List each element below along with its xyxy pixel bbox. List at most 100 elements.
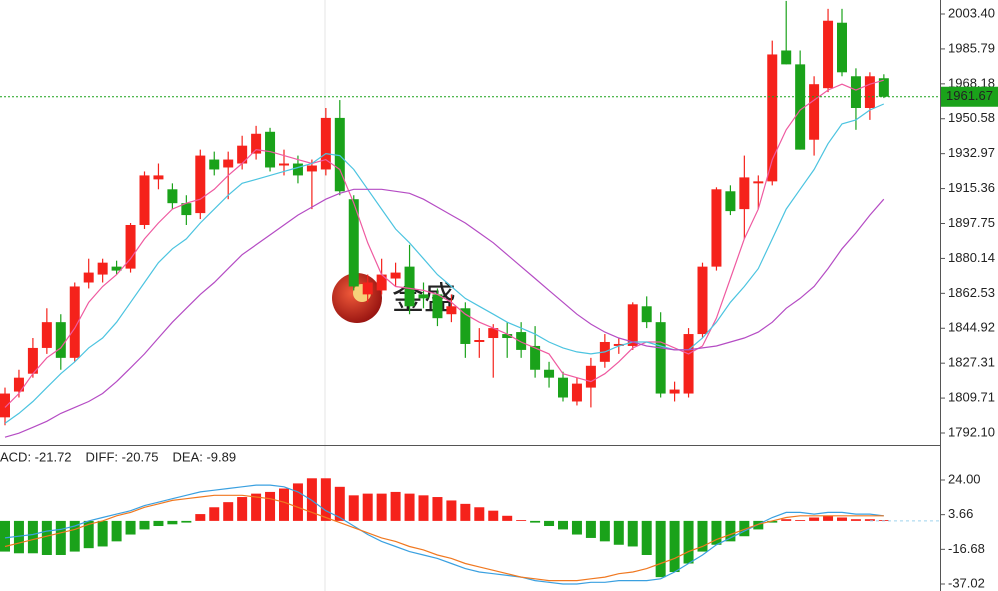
macd-bar bbox=[753, 520, 764, 530]
candle-body bbox=[446, 306, 457, 315]
y-tick-label: 24.00 bbox=[948, 471, 981, 486]
macd-bar bbox=[627, 520, 638, 547]
y-tick-label: 1932.97 bbox=[948, 145, 995, 160]
macd-bar bbox=[111, 520, 122, 542]
macd-bar bbox=[265, 491, 276, 521]
legend-label: ACD: -21.72 bbox=[0, 449, 72, 464]
candle-body bbox=[823, 20, 834, 89]
candle-body bbox=[753, 181, 764, 184]
y-tick-label: 1985.79 bbox=[948, 40, 995, 55]
candle-body bbox=[585, 365, 596, 388]
macd-bar bbox=[795, 520, 806, 521]
legend-label: DIFF: -20.75 bbox=[86, 449, 159, 464]
macd-bar bbox=[432, 497, 443, 521]
y-tick-label: -16.68 bbox=[948, 541, 985, 556]
macd-bar bbox=[334, 486, 345, 521]
candle-body bbox=[334, 117, 345, 192]
macd-bar bbox=[69, 520, 80, 552]
candle-body bbox=[864, 76, 875, 108]
candle-body bbox=[460, 308, 471, 344]
candle-body bbox=[474, 340, 485, 342]
candle-body bbox=[265, 131, 276, 168]
candle-body bbox=[292, 163, 303, 176]
candle-body bbox=[209, 159, 220, 170]
macd-bar bbox=[376, 493, 387, 521]
candle-body bbox=[195, 155, 206, 214]
candle-body bbox=[627, 304, 638, 346]
macd-bar bbox=[306, 478, 317, 521]
candle-body bbox=[878, 78, 889, 97]
macd-bar bbox=[739, 520, 750, 537]
macd-bar bbox=[502, 515, 513, 521]
candle-body bbox=[571, 383, 582, 402]
y-tick-label: 1827.31 bbox=[948, 355, 995, 370]
y-tick-label: 1897.75 bbox=[948, 215, 995, 230]
line bbox=[4, 103, 885, 424]
macd-bar bbox=[0, 520, 10, 552]
candle-body bbox=[488, 328, 499, 339]
macd-bar bbox=[781, 519, 792, 521]
macd-bar bbox=[181, 520, 192, 523]
macd-bar bbox=[669, 520, 680, 573]
macd-bar bbox=[167, 520, 178, 525]
candle-body bbox=[362, 282, 373, 295]
candle-body bbox=[711, 189, 722, 267]
candle-body bbox=[97, 262, 108, 275]
macd-bar bbox=[97, 520, 108, 547]
candle-body bbox=[167, 189, 178, 204]
candle-body bbox=[13, 377, 24, 392]
last-price-label: 1961.67 bbox=[946, 88, 993, 103]
macd-bar bbox=[446, 500, 457, 521]
line bbox=[4, 484, 884, 585]
macd-bar bbox=[711, 520, 722, 545]
macd-bar bbox=[460, 503, 471, 521]
y-tick-label: -37.02 bbox=[948, 575, 985, 590]
line bbox=[4, 494, 884, 582]
candle-body bbox=[669, 389, 680, 394]
macd-bar bbox=[474, 507, 485, 521]
y-tick-label: 1862.53 bbox=[948, 285, 995, 300]
macd-bar bbox=[237, 497, 248, 521]
candle-body bbox=[348, 199, 359, 287]
y-tick-label: 1809.71 bbox=[948, 390, 995, 405]
macd-bar bbox=[404, 493, 415, 521]
candle-body bbox=[530, 345, 541, 370]
candle-body bbox=[181, 203, 192, 216]
candle-body bbox=[27, 347, 38, 374]
candle-body bbox=[69, 286, 80, 358]
line bbox=[4, 188, 885, 438]
candle-body bbox=[279, 163, 289, 166]
candle-body bbox=[125, 224, 136, 269]
macd-bar bbox=[641, 520, 652, 555]
y-tick-label: 1792.10 bbox=[948, 424, 995, 439]
y-tick-label: 1915.36 bbox=[948, 180, 995, 195]
macd-bar bbox=[390, 491, 401, 521]
macd-bar bbox=[613, 520, 624, 545]
macd-bar bbox=[558, 520, 568, 530]
candle-body bbox=[153, 175, 164, 180]
candle-body bbox=[320, 117, 331, 170]
macd-bar bbox=[683, 520, 694, 564]
macd-bar bbox=[195, 514, 206, 521]
y-tick-label: 3.66 bbox=[948, 506, 973, 521]
macd-bar bbox=[823, 515, 834, 521]
candle-body bbox=[558, 377, 568, 398]
candle-body bbox=[655, 322, 666, 394]
macd-bar bbox=[83, 520, 94, 549]
y-tick-label: 1950.58 bbox=[948, 110, 995, 125]
candle-body bbox=[544, 369, 555, 378]
macd-bar bbox=[418, 495, 429, 521]
candle-body bbox=[781, 50, 792, 65]
candle-body bbox=[0, 393, 10, 418]
macd-bar bbox=[292, 483, 303, 521]
y-tick-label: 1880.14 bbox=[948, 250, 995, 265]
candle-body bbox=[767, 54, 778, 182]
candle-body bbox=[641, 306, 652, 323]
macd-bar bbox=[41, 520, 52, 555]
macd-bar bbox=[850, 519, 861, 521]
macd-bar bbox=[767, 520, 778, 523]
macd-bar bbox=[362, 493, 373, 521]
macd-bar bbox=[125, 520, 136, 535]
y-tick-label: 1968.18 bbox=[948, 75, 995, 90]
